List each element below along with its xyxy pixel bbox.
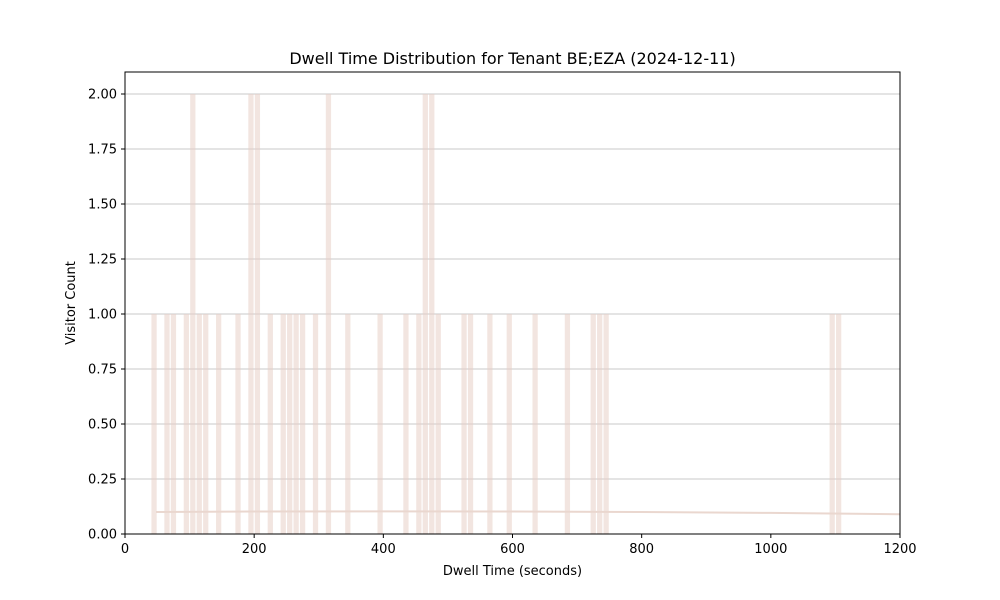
- histogram-bar-16: [312, 314, 319, 534]
- histogram-bar-8: [235, 314, 241, 534]
- x-axis-label: Dwell Time (seconds): [443, 564, 582, 579]
- y-axis-label: Visitor Count: [64, 261, 79, 345]
- histogram-bar-10: [254, 94, 261, 534]
- chart-title: Dwell Time Distribution for Tenant BE;EZ…: [289, 49, 735, 68]
- histogram-bar-35: [836, 314, 842, 534]
- histogram-bar-5: [196, 314, 202, 534]
- histogram-bar-23: [429, 94, 435, 534]
- histogram-bar-7: [216, 314, 222, 534]
- histogram-bar-12: [280, 314, 286, 534]
- histogram-bar-17: [325, 94, 332, 534]
- y-tick-label-2: 0.50: [88, 418, 117, 433]
- histogram-bar-11: [267, 314, 273, 534]
- histogram-bar-4: [190, 94, 196, 534]
- histogram-bar-26: [467, 314, 474, 534]
- histogram-bar-1: [164, 314, 170, 534]
- histogram-bar-6: [203, 314, 209, 534]
- histogram-bar-20: [403, 314, 409, 534]
- histogram-bar-13: [287, 314, 293, 534]
- x-tick-label-2: 400: [371, 542, 396, 557]
- histogram-bar-0: [151, 314, 157, 534]
- histogram-bar-9: [248, 94, 254, 534]
- histogram-bar-15: [299, 314, 306, 534]
- curve-layer: [155, 510, 901, 516]
- x-tick-label-0: 0: [121, 542, 129, 557]
- histogram-bar-28: [506, 314, 512, 534]
- y-tick-label-6: 1.50: [88, 198, 117, 213]
- y-axis: 0.00 0.25 0.50 0.75 1.00 1.25 1.50 1.75 2.00: [88, 88, 125, 543]
- y-tick-label-3: 0.75: [88, 363, 117, 378]
- histogram-bar-22: [422, 94, 428, 534]
- histogram-bar-21: [416, 314, 422, 534]
- x-tick-label-4: 800: [629, 542, 654, 557]
- histogram-bar-32: [597, 314, 603, 534]
- histogram-bar-14: [293, 314, 299, 534]
- y-tick-label-7: 1.75: [88, 143, 117, 158]
- x-tick-label-6: 1200: [883, 542, 916, 557]
- density-curve: [155, 510, 901, 516]
- y-tick-label-1: 0.25: [88, 473, 117, 488]
- x-axis: 0 200 400 600 800 1000 1200: [121, 534, 917, 557]
- histogram-bar-31: [590, 314, 596, 534]
- y-tick-label-0: 0.00: [88, 528, 117, 543]
- histogram-bar-18: [345, 314, 351, 534]
- histogram-bar-24: [435, 314, 441, 534]
- grid-layer: [125, 93, 900, 480]
- histogram-bar-30: [564, 314, 571, 534]
- plot-area: [125, 72, 900, 534]
- x-tick-label-1: 200: [242, 542, 267, 557]
- histogram-bar-34: [829, 314, 835, 534]
- bars-layer: [151, 94, 842, 534]
- histogram-bar-3: [183, 314, 189, 534]
- x-tick-label-3: 600: [500, 542, 525, 557]
- histogram-bar-25: [461, 314, 467, 534]
- histogram-bar-19: [377, 314, 383, 534]
- y-tick-label-8: 2.00: [88, 88, 117, 103]
- histogram-bar-2: [170, 314, 177, 534]
- histogram-bar-29: [532, 314, 538, 534]
- x-tick-label-5: 1000: [754, 542, 787, 557]
- y-tick-label-5: 1.25: [88, 253, 117, 268]
- histogram-bar-27: [487, 314, 493, 534]
- y-tick-label-4: 1.00: [88, 308, 117, 323]
- histogram-bar-33: [603, 314, 609, 534]
